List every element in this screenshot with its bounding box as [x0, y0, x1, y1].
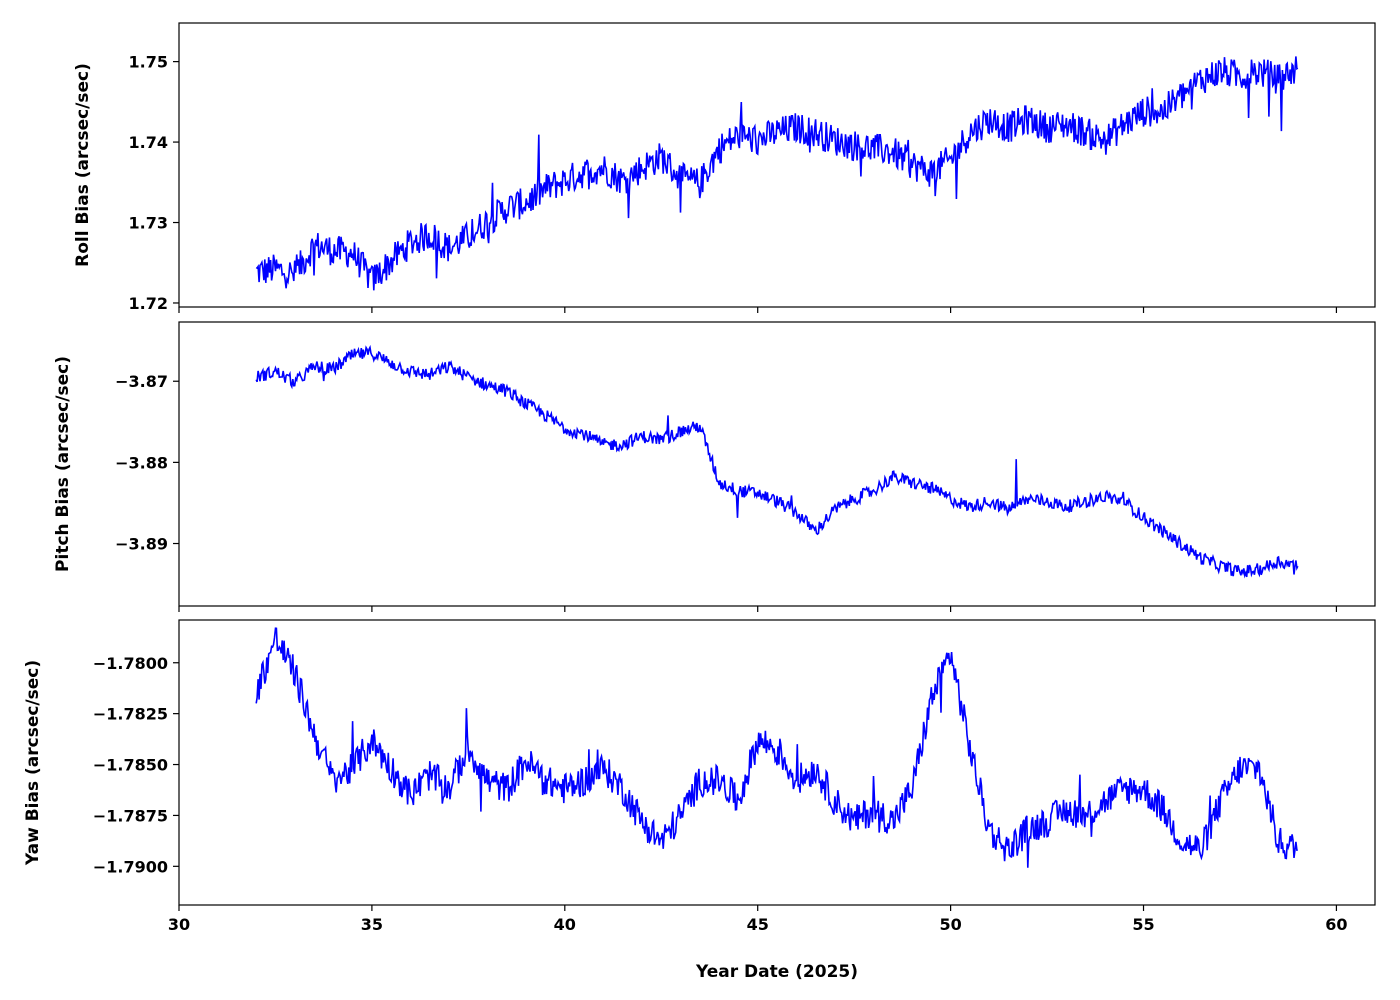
- xtick-label: 60: [1325, 915, 1347, 934]
- roll-axes-frame: [178, 22, 1376, 308]
- xtick-label: 40: [554, 915, 576, 934]
- pitch-axes-frame: [178, 321, 1376, 607]
- xtick-label: 35: [361, 915, 383, 934]
- xtick-label: 30: [168, 915, 190, 934]
- pitch-ytick-label: −3.89: [115, 535, 168, 554]
- roll-ytick-label: 1.73: [129, 214, 168, 233]
- xlabel: Year Date (2025): [695, 962, 858, 982]
- yaw-ytick-label: −1.7825: [93, 705, 168, 724]
- roll-ytick-label: 1.74: [129, 133, 168, 152]
- yaw-ytick-label: −1.7875: [93, 806, 168, 825]
- xtick-label: 50: [939, 915, 961, 934]
- roll-ylabel: Roll Bias (arcsec/sec): [73, 63, 93, 267]
- pitch-ytick-label: −3.88: [115, 453, 168, 472]
- yaw-ylabel: Yaw Bias (arcsec/sec): [23, 660, 43, 866]
- xtick-label: 55: [1132, 915, 1154, 934]
- yaw-ytick-label: −1.7900: [93, 857, 168, 876]
- pitch-panel: −3.87 −3.88 −3.89 Pitch Bias (arcsec/sec): [53, 321, 1376, 612]
- roll-bias-line: [255, 56, 1299, 291]
- roll-ytick-label: 1.75: [129, 53, 168, 72]
- yaw-panel: −1.7800 −1.7825 −1.7850 −1.7875 −1.7900 30 35 4…: [23, 619, 1376, 982]
- pitch-ylabel: Pitch Bias (arcsec/sec): [53, 356, 73, 572]
- roll-ytick-label: 1.72: [129, 294, 168, 313]
- yaw-axes-frame: [178, 619, 1376, 906]
- yaw-ytick-label: −1.7850: [93, 756, 168, 775]
- yaw-bias-line: [255, 627, 1298, 868]
- roll-panel: 1.72 1.73 1.74 1.75 Roll Bias (arcsec/sec): [73, 22, 1376, 313]
- xtick-label: 45: [747, 915, 769, 934]
- yaw-ytick-label: −1.7800: [93, 654, 168, 673]
- pitch-ytick-label: −3.87: [115, 372, 168, 391]
- pitch-bias-line: [255, 344, 1299, 579]
